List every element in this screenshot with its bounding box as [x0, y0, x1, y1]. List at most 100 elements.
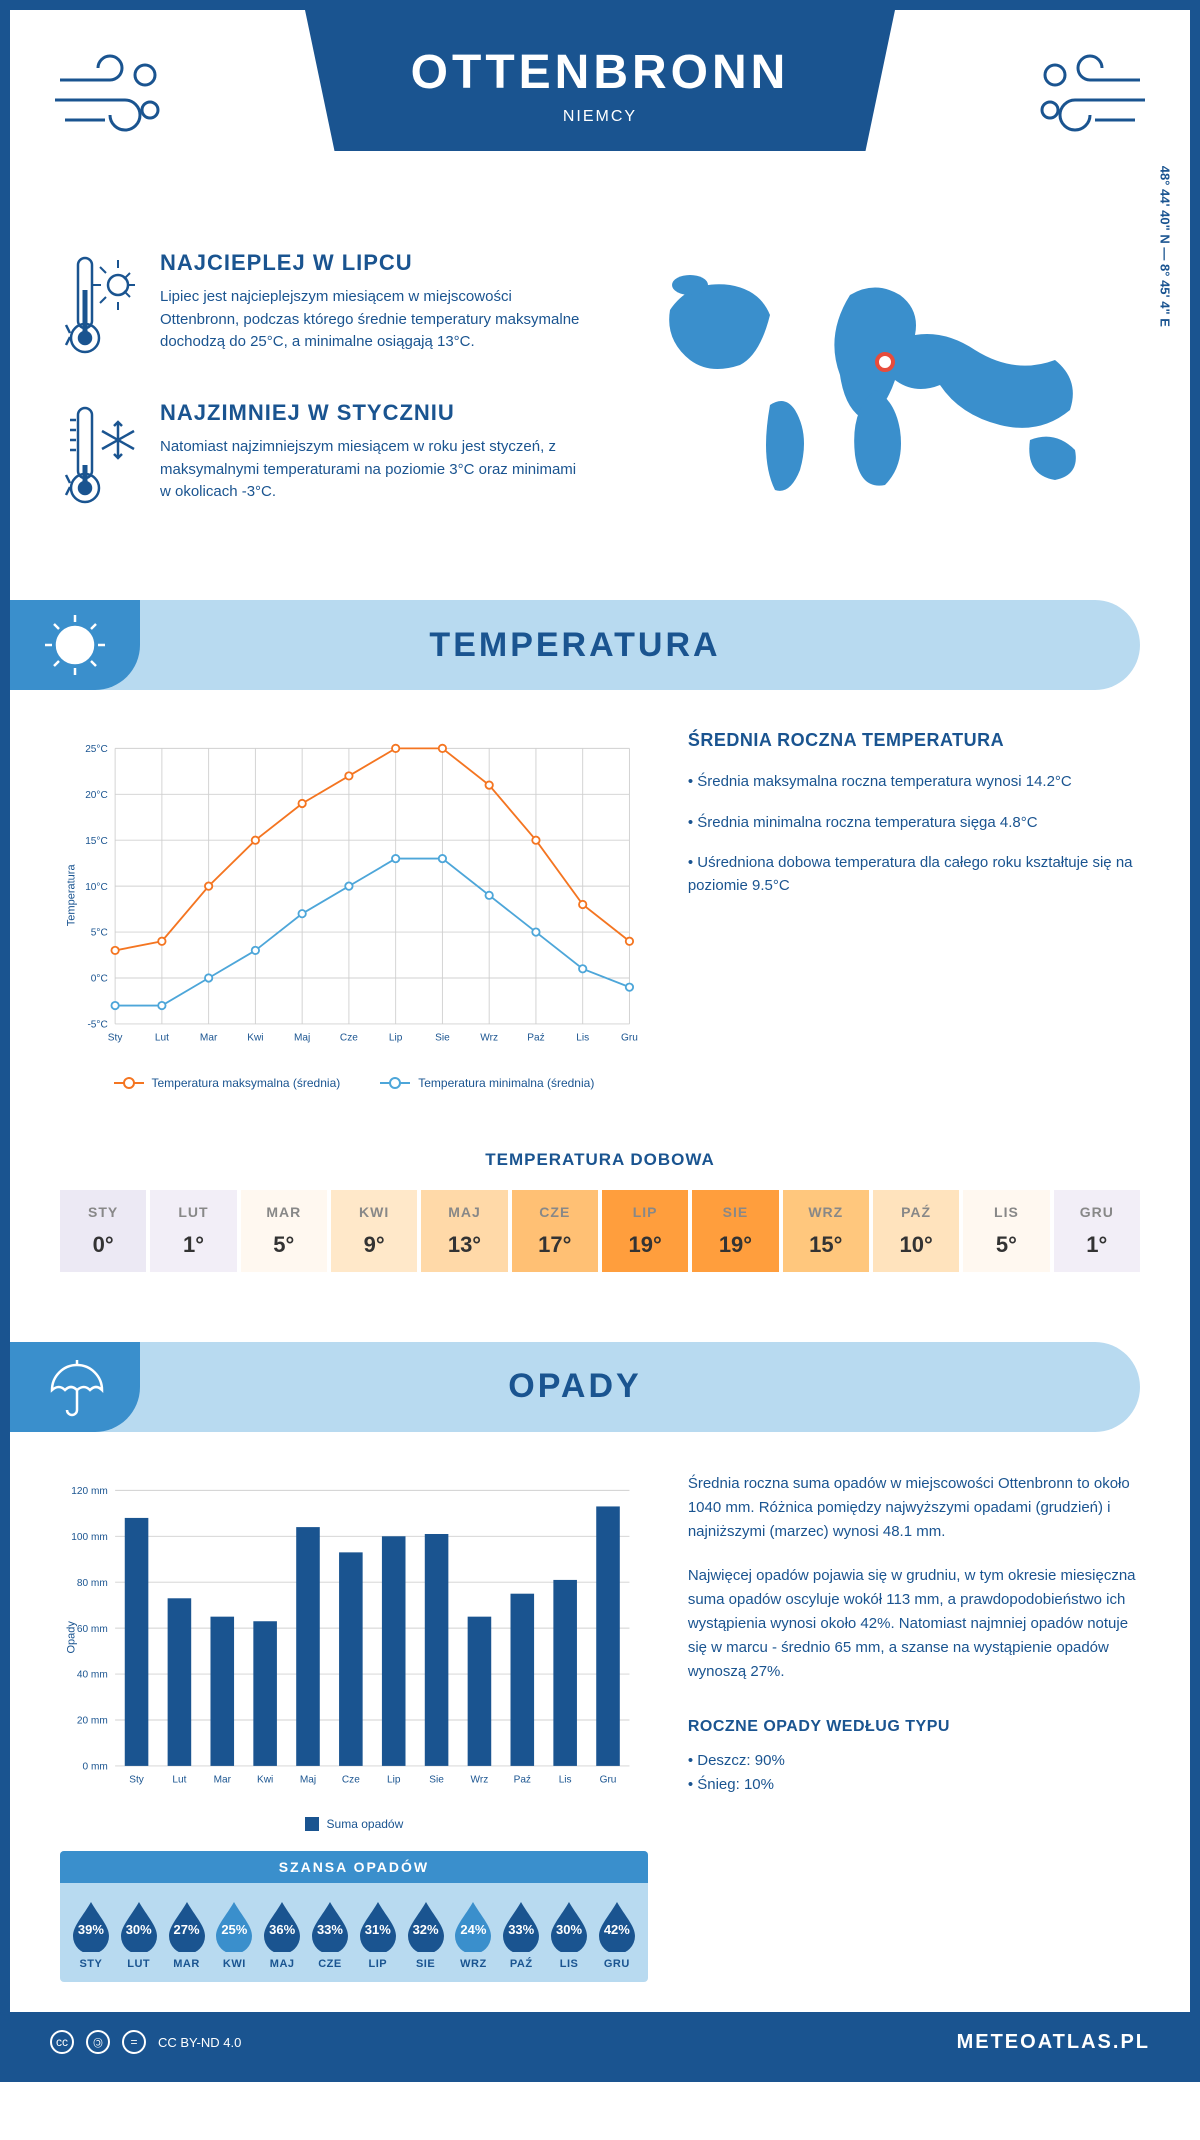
daily-value: 17° [512, 1232, 598, 1258]
precip-left-column: 0 mm20 mm40 mm60 mm80 mm100 mm120 mmStyL… [60, 1472, 648, 1983]
daily-value: 1° [150, 1232, 236, 1258]
drop-icon: 30% [547, 1898, 591, 1952]
drop-icon: 24% [451, 1898, 495, 1952]
chance-cell: 30% LIS [546, 1898, 592, 1970]
license-block: cc 🄯 = CC BY-ND 4.0 [50, 2030, 241, 2054]
drop-icon: 31% [356, 1898, 400, 1952]
drop-icon: 27% [165, 1898, 209, 1952]
site-name: METEOATLAS.PL [957, 2031, 1150, 2054]
temperature-body: -5°C0°C5°C10°C15°C20°C25°CStyLutMarKwiMa… [10, 730, 1190, 1120]
umbrella-icon [10, 1342, 140, 1432]
nd-icon: = [122, 2030, 146, 2054]
chance-cell: 25% KWI [211, 1898, 257, 1970]
chance-month: SIE [403, 1958, 449, 1970]
header: OTTENBRONN NIEMCY [10, 10, 1190, 210]
drop-icon: 36% [260, 1898, 304, 1952]
fact-warmest: NAJCIEPLEJ W LIPCU Lipiec jest najcieple… [60, 250, 580, 365]
svg-text:5°C: 5°C [91, 928, 108, 939]
svg-text:Lut: Lut [172, 1774, 186, 1785]
sun-icon [10, 600, 140, 690]
daily-month: LUT [150, 1204, 236, 1220]
chance-cell: 31% LIP [355, 1898, 401, 1970]
svg-text:-5°C: -5°C [87, 1020, 107, 1031]
chance-month: LIP [355, 1958, 401, 1970]
daily-cell: LIP19° [602, 1190, 688, 1272]
daily-cell: LIS5° [963, 1190, 1049, 1272]
precip-legend-label: Suma opadów [327, 1817, 404, 1831]
chance-cell: 36% MAJ [259, 1898, 305, 1970]
chance-cell: 33% PAŹ [498, 1898, 544, 1970]
svg-text:Lis: Lis [576, 1032, 589, 1043]
chance-value: 36% [269, 1922, 295, 1937]
precip-type-item: Deszcz: 90% [688, 1749, 1140, 1773]
drop-icon: 39% [69, 1898, 113, 1952]
chance-month: STY [68, 1958, 114, 1970]
wind-icon-right [1020, 50, 1150, 155]
svg-text:Gru: Gru [600, 1774, 617, 1785]
chance-month: MAJ [259, 1958, 305, 1970]
svg-text:Sty: Sty [129, 1774, 145, 1785]
chance-value: 39% [78, 1922, 104, 1937]
wind-icon-left [50, 50, 180, 155]
fact-warm-title: NAJCIEPLEJ W LIPCU [160, 250, 580, 276]
license-text: CC BY-ND 4.0 [158, 2035, 241, 2050]
fact-cold-text: Natomiast najzimniejszym miesiącem w rok… [160, 436, 580, 504]
svg-text:Paź: Paź [527, 1032, 544, 1043]
daily-month: KWI [331, 1204, 417, 1220]
daily-cell: CZE17° [512, 1190, 598, 1272]
temp-info-item: Średnia minimalna roczna temperatura się… [688, 812, 1140, 835]
daily-value: 13° [421, 1232, 507, 1258]
svg-text:Sie: Sie [435, 1032, 450, 1043]
daily-month: MAR [241, 1204, 327, 1220]
chance-panel: SZANSA OPADÓW 39% STY 30% LUT 27% MAR 25… [60, 1851, 648, 1982]
chance-month: WRZ [451, 1958, 497, 1970]
daily-cell: PAŹ10° [873, 1190, 959, 1272]
daily-value: 1° [1054, 1232, 1140, 1258]
chance-value: 25% [221, 1922, 247, 1937]
svg-text:Sty: Sty [108, 1032, 124, 1043]
location-country: NIEMCY [305, 108, 895, 126]
daily-month: MAJ [421, 1204, 507, 1220]
chance-cell: 33% CZE [307, 1898, 353, 1970]
map-column: 48° 44' 40" N — 8° 45' 4" E [620, 250, 1140, 550]
svg-text:40 mm: 40 mm [77, 1669, 108, 1680]
temperature-chart: -5°C0°C5°C10°C15°C20°C25°CStyLutMarKwiMa… [60, 730, 648, 1090]
fact-cold-title: NAJZIMNIEJ W STYCZNIU [160, 400, 580, 426]
svg-text:Sie: Sie [429, 1774, 444, 1785]
precip-text-column: Średnia roczna suma opadów w miejscowośc… [688, 1472, 1140, 1983]
drop-icon: 33% [308, 1898, 352, 1952]
svg-text:15°C: 15°C [85, 836, 108, 847]
svg-text:Kwi: Kwi [257, 1774, 273, 1785]
daily-value: 0° [60, 1232, 146, 1258]
coordinates: 48° 44' 40" N — 8° 45' 4" E [1158, 166, 1173, 327]
precip-paragraph-1: Średnia roczna suma opadów w miejscowośc… [688, 1472, 1140, 1544]
temperature-section-header: TEMPERATURA [10, 600, 1140, 690]
chance-value: 42% [604, 1922, 630, 1937]
svg-text:Lis: Lis [559, 1774, 572, 1785]
chance-month: PAŹ [498, 1958, 544, 1970]
chance-month: CZE [307, 1958, 353, 1970]
daily-month: SIE [692, 1204, 778, 1220]
daily-month: PAŹ [873, 1204, 959, 1220]
svg-text:0°C: 0°C [91, 974, 108, 985]
svg-text:Maj: Maj [300, 1774, 316, 1785]
drop-icon: 42% [595, 1898, 639, 1952]
chance-cell: 24% WRZ [451, 1898, 497, 1970]
daily-month: LIS [963, 1204, 1049, 1220]
fact-warm-text: Lipiec jest najcieplejszym miesiącem w m… [160, 286, 580, 354]
svg-text:60 mm: 60 mm [77, 1623, 108, 1634]
legend-min-label: Temperatura minimalna (średnia) [418, 1076, 594, 1090]
daily-temp-table: STY0°LUT1°MAR5°KWI9°MAJ13°CZE17°LIP19°SI… [10, 1190, 1190, 1322]
svg-text:Opady: Opady [66, 1620, 78, 1653]
daily-cell: MAR5° [241, 1190, 327, 1272]
svg-text:Kwi: Kwi [247, 1032, 263, 1043]
svg-text:20 mm: 20 mm [77, 1715, 108, 1726]
daily-temp-title: TEMPERATURA DOBOWA [10, 1150, 1190, 1170]
svg-text:10°C: 10°C [85, 882, 108, 893]
thermometer-cold-icon [60, 400, 140, 515]
header-banner: OTTENBRONN NIEMCY [305, 10, 895, 151]
chance-value: 33% [317, 1922, 343, 1937]
temp-info-title: ŚREDNIA ROCZNA TEMPERATURA [688, 730, 1140, 751]
drop-icon: 25% [212, 1898, 256, 1952]
svg-text:Lip: Lip [387, 1774, 401, 1785]
